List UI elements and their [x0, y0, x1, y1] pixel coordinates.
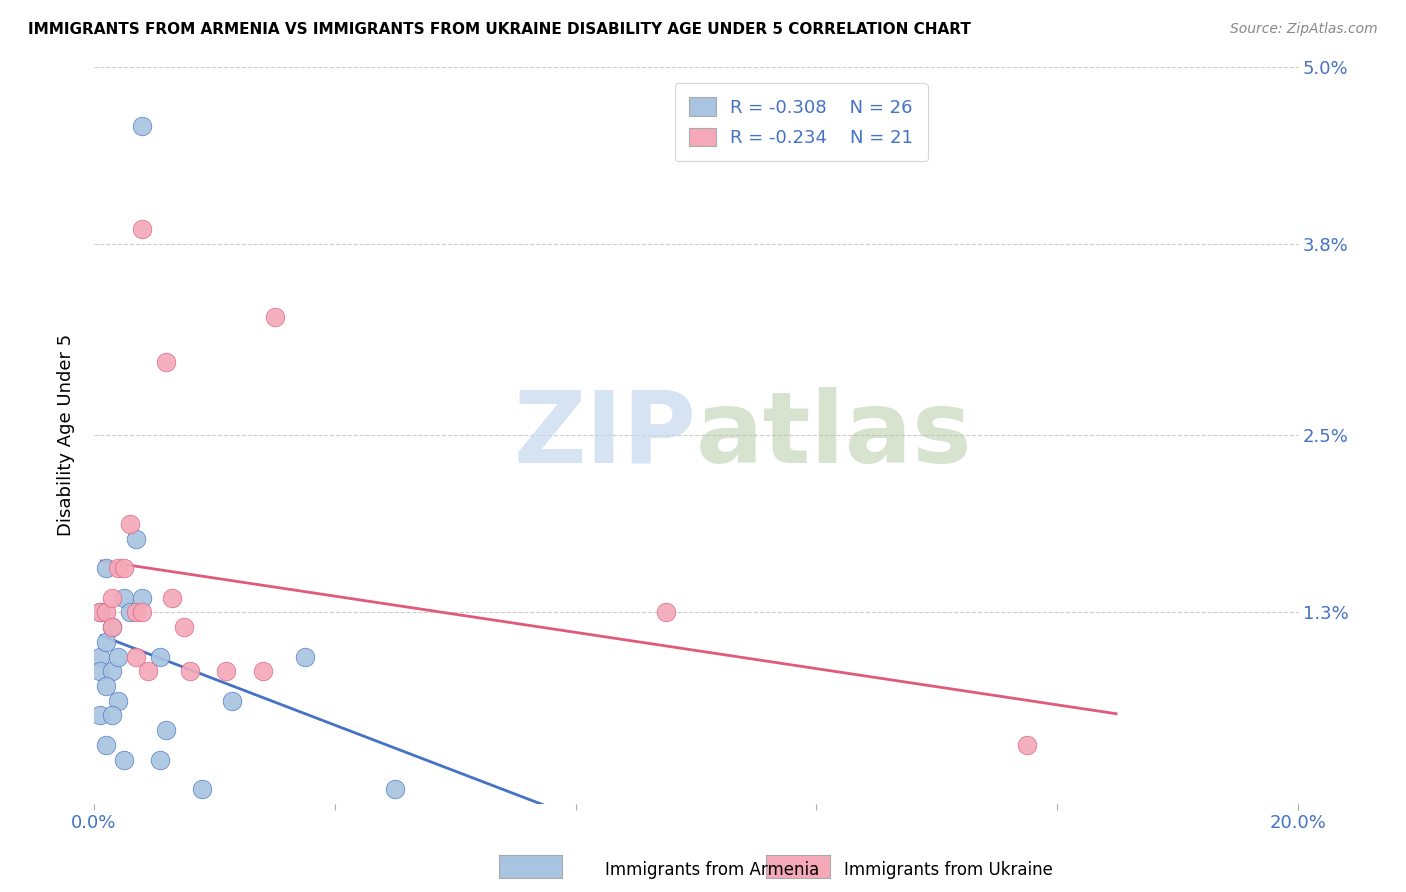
- Point: [252, 665, 274, 679]
- Text: IMMIGRANTS FROM ARMENIA VS IMMIGRANTS FROM UKRAINE DISABILITY AGE UNDER 5 CORREL: IMMIGRANTS FROM ARMENIA VS IMMIGRANTS FR…: [28, 22, 972, 37]
- Legend: R = -0.308    N = 26, R = -0.234    N = 21: R = -0.308 N = 26, R = -0.234 N = 21: [675, 83, 928, 161]
- Point: [89, 605, 111, 619]
- Point: [107, 649, 129, 664]
- Point: [107, 694, 129, 708]
- Point: [191, 782, 214, 797]
- Text: Source: ZipAtlas.com: Source: ZipAtlas.com: [1230, 22, 1378, 37]
- Point: [118, 516, 141, 531]
- Point: [89, 665, 111, 679]
- Point: [112, 591, 135, 605]
- Y-axis label: Disability Age Under 5: Disability Age Under 5: [58, 334, 75, 536]
- Point: [294, 649, 316, 664]
- Point: [125, 532, 148, 546]
- Point: [155, 723, 177, 738]
- Point: [384, 782, 406, 797]
- Text: Immigrants from Ukraine: Immigrants from Ukraine: [844, 861, 1053, 879]
- Point: [94, 605, 117, 619]
- Point: [112, 561, 135, 575]
- Point: [89, 605, 111, 619]
- Point: [131, 222, 153, 236]
- Point: [263, 310, 285, 325]
- Point: [101, 591, 124, 605]
- Point: [155, 354, 177, 368]
- Point: [94, 561, 117, 575]
- Point: [655, 605, 678, 619]
- Point: [112, 753, 135, 767]
- Point: [118, 605, 141, 619]
- Point: [101, 708, 124, 723]
- Point: [101, 665, 124, 679]
- Text: ZIP: ZIP: [513, 387, 696, 483]
- Point: [101, 620, 124, 634]
- Point: [131, 591, 153, 605]
- Point: [101, 620, 124, 634]
- Point: [1017, 738, 1039, 752]
- Point: [160, 591, 183, 605]
- Point: [149, 753, 172, 767]
- Point: [179, 665, 201, 679]
- Point: [94, 738, 117, 752]
- Point: [173, 620, 195, 634]
- Point: [131, 605, 153, 619]
- Point: [136, 665, 159, 679]
- Point: [125, 649, 148, 664]
- Point: [107, 561, 129, 575]
- Point: [89, 649, 111, 664]
- Point: [215, 665, 238, 679]
- Point: [149, 649, 172, 664]
- Point: [89, 708, 111, 723]
- Text: Immigrants from Armenia: Immigrants from Armenia: [605, 861, 818, 879]
- Point: [94, 679, 117, 693]
- Point: [221, 694, 243, 708]
- Point: [125, 605, 148, 619]
- Point: [131, 119, 153, 133]
- Point: [94, 634, 117, 648]
- Text: atlas: atlas: [696, 387, 973, 483]
